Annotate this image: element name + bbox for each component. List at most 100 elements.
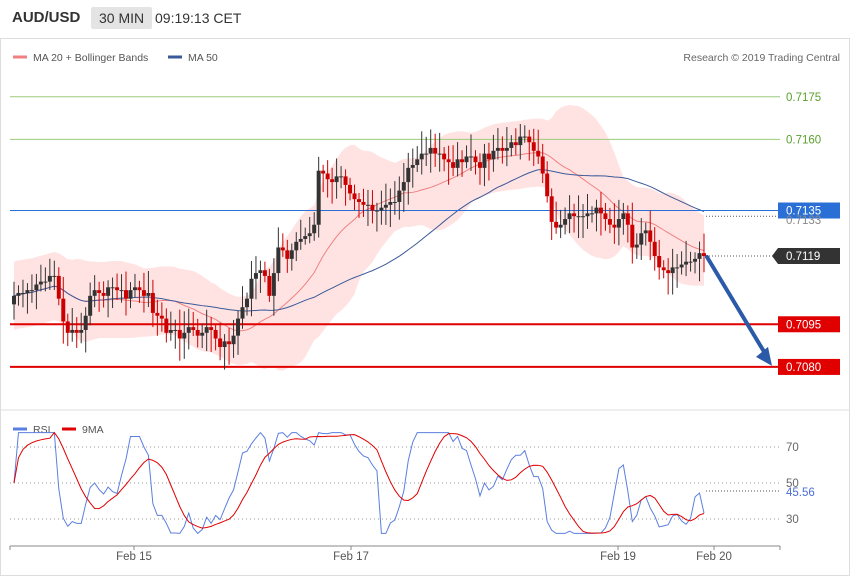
candle — [563, 207, 568, 235]
candle — [298, 219, 303, 250]
rsi-tick-label: 50 — [786, 478, 799, 490]
candle — [585, 193, 590, 229]
rsi-ma-line — [13, 431, 705, 534]
level-label: 0.7080 — [786, 362, 821, 374]
timestamp: 09:19:13 CET — [155, 10, 242, 26]
rsi-ma-legend-label: 9MA — [82, 424, 104, 436]
rsi-last-value: 45.56 — [786, 487, 815, 499]
ma50-legend-label: MA 50 — [188, 52, 218, 64]
candle — [222, 334, 227, 370]
candle — [558, 209, 563, 239]
candle — [280, 233, 285, 257]
candle — [262, 261, 267, 283]
candle — [410, 148, 415, 188]
candle — [236, 310, 241, 355]
candle — [168, 311, 173, 341]
candle — [343, 169, 348, 206]
candle — [500, 136, 505, 164]
candle — [379, 190, 384, 225]
candle — [177, 309, 182, 361]
candle — [648, 210, 653, 261]
candle — [540, 143, 545, 184]
candle — [124, 271, 129, 316]
candle — [477, 153, 482, 185]
candle — [307, 216, 312, 244]
candle — [253, 256, 258, 300]
candle — [473, 150, 478, 175]
x-tick-label: Feb 20 — [696, 551, 732, 563]
main-legend: MA 20 + Bollinger Bands MA 50 — [13, 52, 218, 64]
candle — [74, 317, 79, 348]
candle — [397, 176, 402, 220]
candle — [634, 233, 639, 259]
candle — [374, 202, 379, 232]
candle — [218, 322, 223, 361]
candle — [191, 311, 196, 337]
candle — [106, 280, 111, 318]
candle — [630, 202, 635, 264]
candle — [334, 158, 339, 199]
rsi-legend: RSI 9MA — [13, 424, 104, 436]
candle — [598, 191, 603, 236]
level-badge — [772, 248, 840, 265]
candle — [150, 279, 155, 328]
candle — [25, 283, 30, 314]
forecast-arrow — [705, 255, 772, 366]
candle — [625, 205, 630, 243]
candle — [486, 142, 491, 181]
candle — [684, 240, 689, 277]
candle — [173, 319, 178, 349]
candle — [52, 260, 57, 290]
candle — [504, 126, 509, 167]
candle — [119, 274, 124, 303]
candle — [38, 264, 43, 292]
candle — [589, 206, 594, 223]
level-label: 0.7175 — [786, 92, 821, 104]
candle — [312, 212, 317, 241]
candle — [294, 232, 299, 262]
candle — [12, 281, 16, 320]
candle — [146, 271, 151, 308]
level-label: 0.7135 — [786, 206, 821, 218]
candle — [518, 124, 523, 160]
candle — [244, 292, 249, 316]
candle — [567, 195, 572, 234]
candle — [209, 316, 214, 352]
candle — [527, 129, 532, 161]
candle — [661, 260, 666, 279]
candle — [303, 227, 308, 245]
arrow-shaft — [705, 255, 768, 357]
candle — [643, 222, 648, 246]
candle — [652, 227, 657, 271]
candle — [670, 248, 675, 295]
candle — [455, 142, 460, 177]
timeframe-selector[interactable]: 30 MIN — [91, 7, 153, 29]
candle — [110, 277, 115, 309]
candle — [545, 161, 550, 203]
candle — [79, 312, 84, 344]
level-label: 0.7119 — [786, 251, 820, 263]
ma20-legend-label: MA 20 + Bollinger Bands — [33, 52, 148, 64]
candle — [289, 243, 294, 271]
candle — [549, 188, 554, 241]
candle — [702, 233, 706, 273]
candle — [43, 267, 48, 292]
candle — [383, 183, 388, 225]
candle — [56, 267, 61, 306]
candle — [88, 282, 93, 326]
candle — [469, 134, 474, 171]
candle — [325, 160, 330, 198]
candle — [616, 199, 621, 246]
candle — [594, 199, 599, 232]
candle — [128, 282, 133, 309]
candle — [101, 281, 106, 308]
x-tick-label: Feb 15 — [116, 551, 152, 563]
candle — [657, 239, 662, 280]
candle — [159, 302, 164, 332]
header-bar: AUD/USD 30 MIN 09:19:13 CET — [0, 0, 850, 39]
level-badge — [778, 358, 840, 375]
candle — [424, 136, 429, 167]
candle — [267, 268, 272, 302]
candle — [132, 273, 137, 298]
